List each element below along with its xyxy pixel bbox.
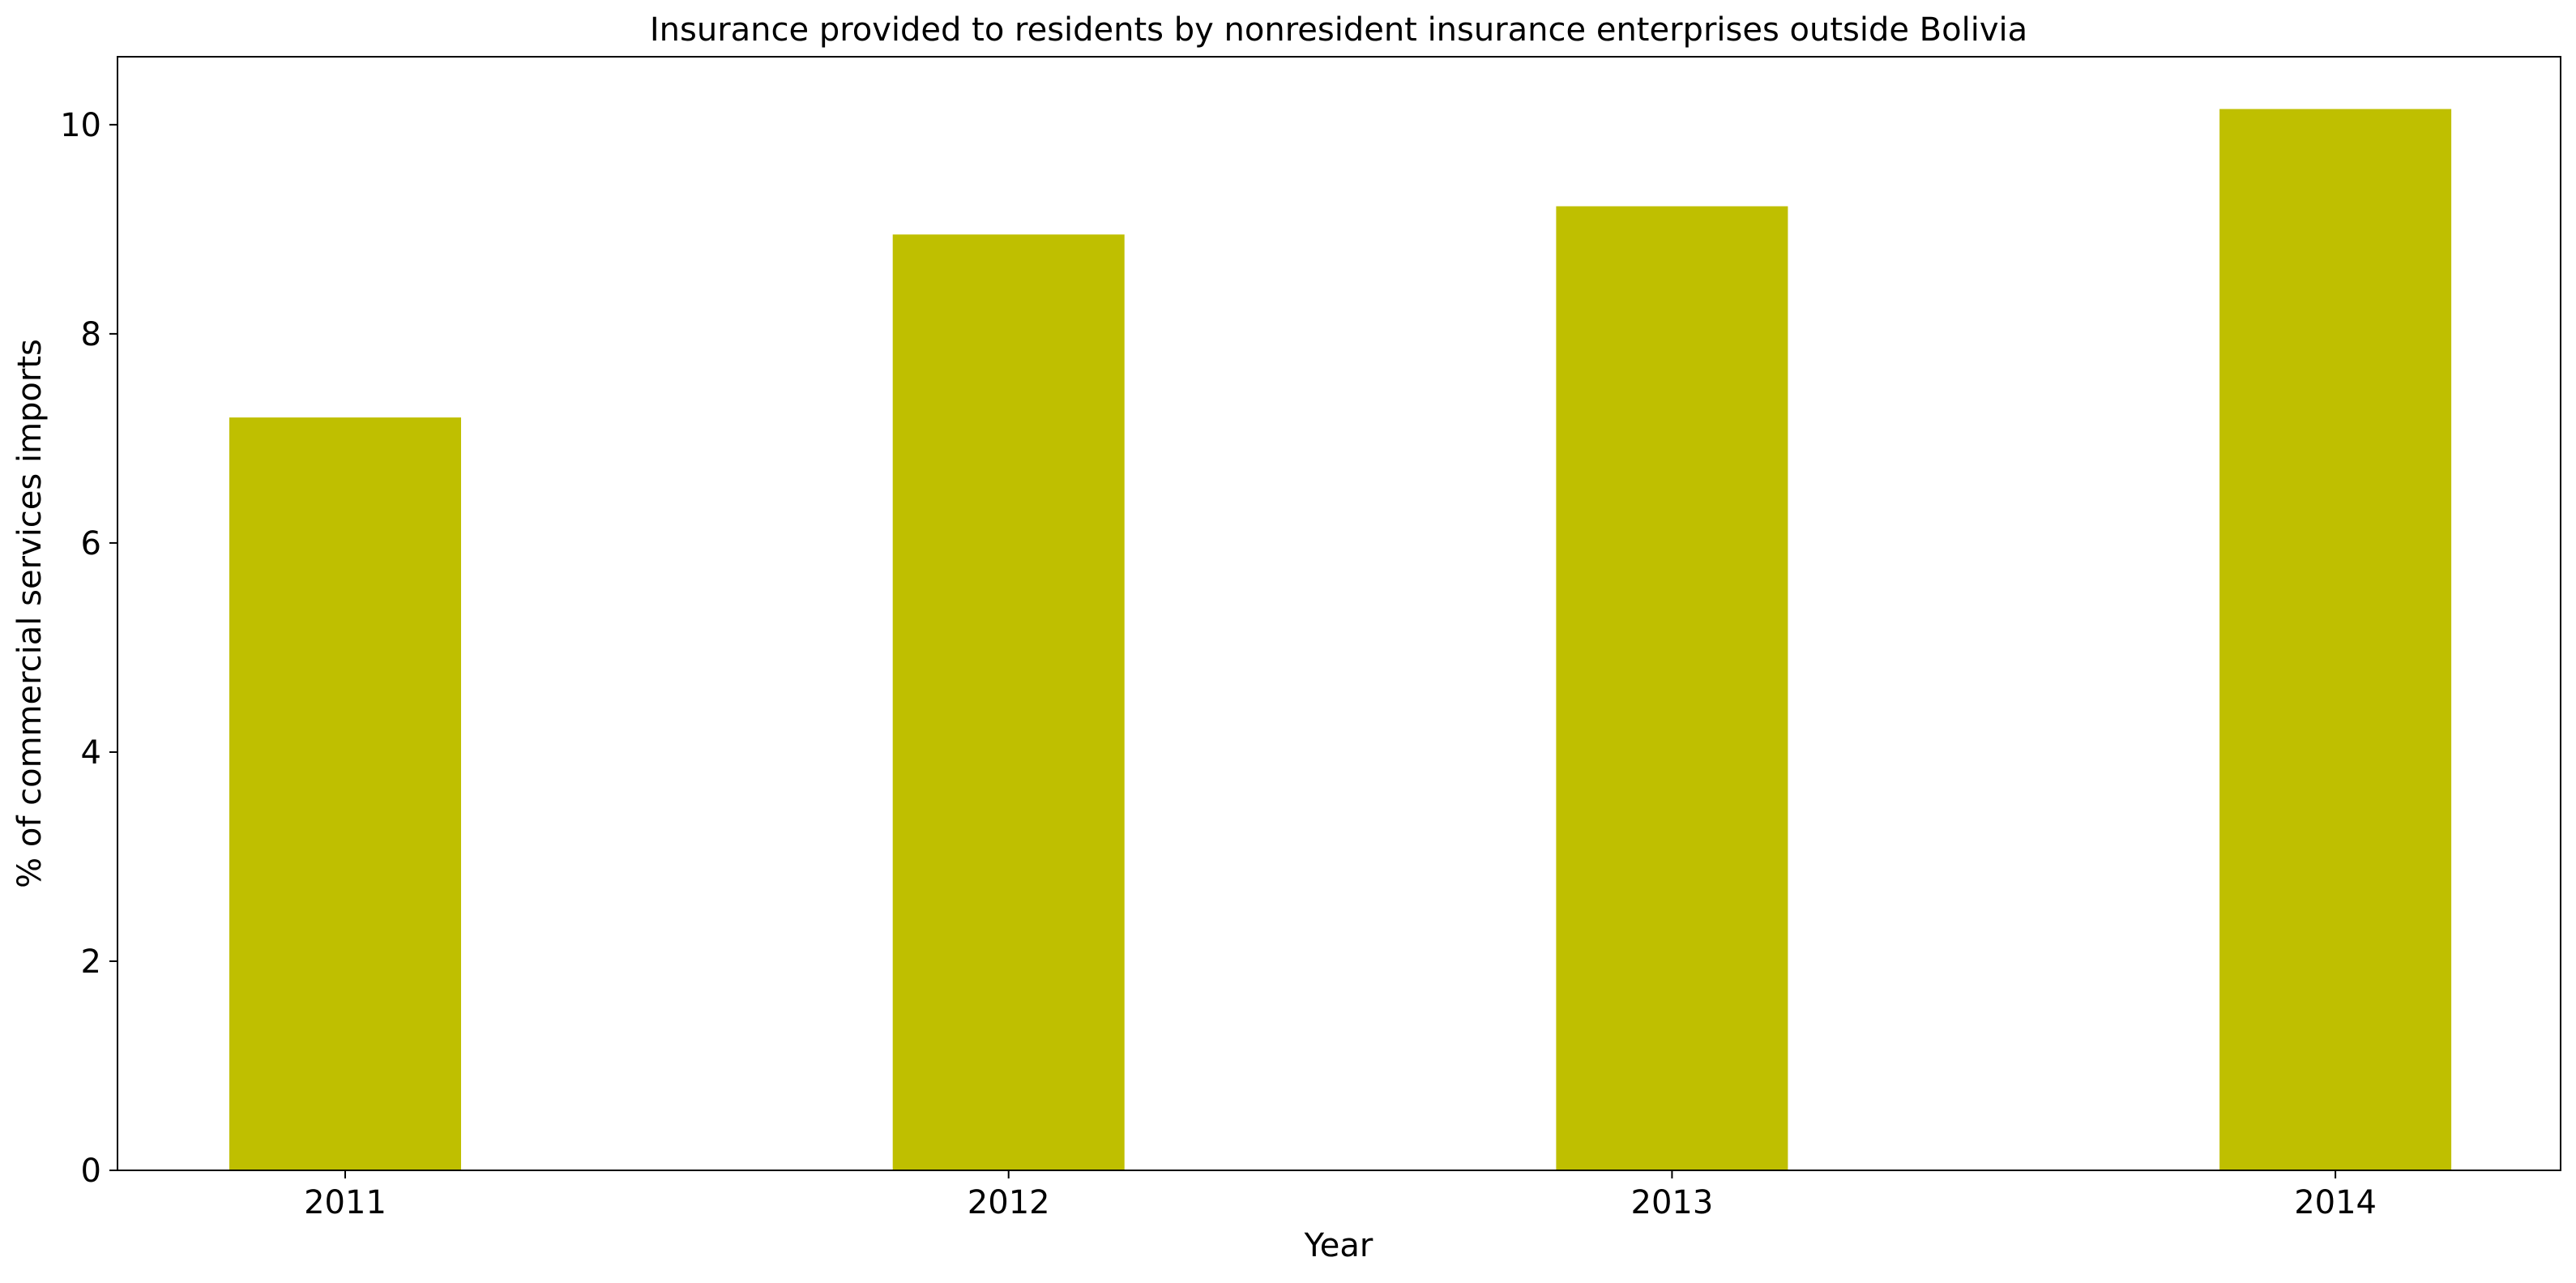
bars-layer <box>229 109 2452 1171</box>
y-tick-label-8: 8 <box>81 316 101 353</box>
y-tick-label-2: 2 <box>81 943 101 981</box>
x-axis-label: Year <box>1304 1227 1373 1264</box>
bar-2011 <box>229 417 461 1170</box>
x-axis-ticks: 2011 2012 2013 2014 <box>304 1170 2377 1221</box>
y-tick-label-10: 10 <box>60 107 101 144</box>
y-axis-ticks: 0 2 4 6 8 10 <box>60 107 117 1190</box>
chart-title: Insurance provided to residents by nonre… <box>650 11 2027 49</box>
bar-2014 <box>2219 109 2452 1170</box>
x-tick-label-2011: 2011 <box>304 1184 387 1221</box>
y-axis-label: % of commercial services imports <box>11 339 49 888</box>
x-tick-label-2013: 2013 <box>1631 1184 1714 1221</box>
plot-area-frame <box>117 56 2561 1171</box>
y-tick-label-0: 0 <box>81 1153 101 1190</box>
y-tick-label-6: 6 <box>81 525 101 562</box>
y-tick-label-4: 4 <box>81 734 101 772</box>
bar-2013 <box>1556 206 1788 1171</box>
x-tick-label-2012: 2012 <box>968 1184 1050 1221</box>
x-tick-label-2014: 2014 <box>2294 1184 2377 1221</box>
bar-2012 <box>892 234 1125 1170</box>
